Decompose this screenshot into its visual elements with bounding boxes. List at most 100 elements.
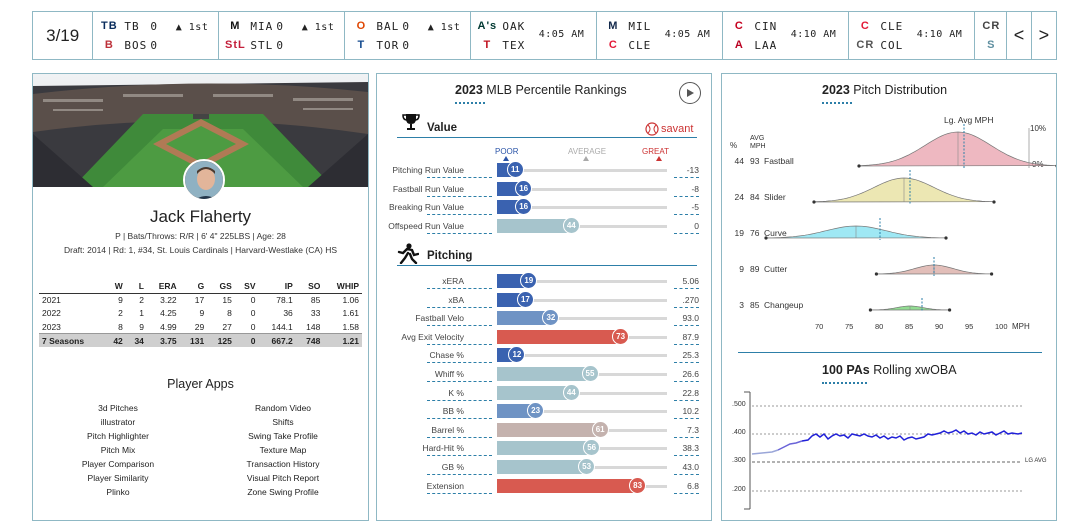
- metric-value: -5: [691, 202, 699, 213]
- away-team-row: TB TB 0: [101, 17, 218, 36]
- percentile-value: 23: [531, 406, 541, 416]
- game-3[interactable]: O BAL 0 T TOR 0 ▲ 1st: [345, 12, 472, 59]
- app-link[interactable]: Visual Pitch Report: [246, 473, 320, 483]
- team-logo-icon: B: [104, 39, 114, 51]
- game-2[interactable]: M MIA 0 StL STL 0 ▲ 1st: [219, 12, 346, 59]
- percentile-circle[interactable]: 19: [520, 272, 538, 289]
- apps-list-left: 3d Pitches illustrator Pitch Highlighter Pi…: [63, 401, 173, 499]
- game-8[interactable]: CR S: [975, 12, 1008, 59]
- percentile-value: 44: [566, 387, 576, 397]
- metric-value-underline: [674, 362, 699, 364]
- pitch-name[interactable]: Changeup: [764, 300, 804, 310]
- app-link[interactable]: Pitch Mix: [100, 445, 136, 455]
- stat-cell: 4.99: [160, 321, 177, 332]
- home-team-row: T TOR 0: [353, 36, 470, 55]
- home-team-row: CR COL: [856, 36, 974, 55]
- percentile-circle[interactable]: 17: [516, 290, 534, 308]
- team-logo-icon: A's: [477, 20, 498, 32]
- metric-label-underline: [427, 195, 492, 197]
- stat-cell: 2022: [42, 308, 61, 319]
- pitch-name[interactable]: Slider: [764, 192, 786, 202]
- game-7[interactable]: C CLE CR COL 4:10 AM: [849, 12, 976, 59]
- game-6[interactable]: C CIN A LAA 4:10 AM: [723, 12, 850, 59]
- team-score: 0: [150, 38, 158, 52]
- percentile-value: 32: [546, 313, 556, 323]
- away-team-row: CR: [982, 17, 1006, 36]
- metric-label-underline: [427, 362, 492, 364]
- app-link[interactable]: Zone Swing Profile: [247, 487, 319, 497]
- percentile-circle[interactable]: 56: [583, 439, 601, 457]
- app-link[interactable]: Transaction History: [246, 459, 320, 469]
- app-link[interactable]: illustrator: [100, 417, 136, 427]
- app-link[interactable]: Pitch Highlighter: [87, 431, 149, 441]
- percentile-circle[interactable]: 83: [629, 476, 647, 494]
- scoreboard-date[interactable]: 3/19: [33, 12, 94, 59]
- percentile-value: 83: [633, 480, 643, 490]
- team-score: 0: [402, 19, 410, 33]
- team-logo-icon: C: [734, 20, 744, 32]
- percentile-value: 56: [587, 443, 597, 453]
- percentile-circle[interactable]: 61: [591, 420, 609, 438]
- x-tick: 90: [935, 322, 944, 331]
- metric-label: Chase %: [429, 350, 465, 361]
- stat-cell: 0: [234, 333, 259, 347]
- percentile-circle[interactable]: 23: [527, 402, 545, 420]
- percentile-circle[interactable]: 73: [612, 327, 630, 345]
- percentile-circle[interactable]: 12: [508, 346, 526, 364]
- game-4[interactable]: A's OAK T TEX 4:05 AM: [471, 12, 598, 59]
- metric-value: .270: [682, 294, 699, 305]
- percentile-circle[interactable]: 44: [562, 383, 580, 401]
- play-button[interactable]: [679, 82, 701, 104]
- scoreboard-next-button[interactable]: >: [1038, 25, 1050, 45]
- pitch-name[interactable]: Cutter: [764, 264, 788, 274]
- y-tick-200: .200: [732, 486, 746, 493]
- stat-cell: 144.1: [271, 321, 293, 332]
- pitch-name[interactable]: Curve: [764, 228, 787, 238]
- game-5[interactable]: M MIL C CLE 4:05 AM: [597, 12, 724, 59]
- game-status: ▲ 1st: [301, 22, 335, 33]
- percentile-value: 17: [520, 294, 530, 304]
- metric-value: 38.3: [682, 443, 699, 454]
- metric-value-underline: [674, 306, 699, 308]
- stat-cell: 85: [310, 295, 321, 305]
- x-tick: 95: [965, 322, 974, 331]
- percentile-circle[interactable]: 44: [562, 216, 580, 234]
- metric-value: -8: [691, 183, 699, 194]
- percentile-circle[interactable]: 55: [581, 365, 599, 382]
- metric-label: Barrel %: [431, 424, 464, 435]
- xwoba-title-num: 100 PAs: [822, 363, 870, 377]
- stat-cell: 1.61: [342, 308, 359, 319]
- app-link[interactable]: Shifts: [272, 417, 294, 427]
- percentile-circle[interactable]: 16: [515, 198, 533, 216]
- app-link[interactable]: Player Similarity: [87, 473, 149, 483]
- team-logo-icon: A: [734, 39, 744, 51]
- stat-cell: 15: [222, 295, 232, 305]
- metric-value-underline: [674, 492, 699, 494]
- min-dot: [764, 236, 768, 240]
- percentile-circle[interactable]: 11: [506, 161, 524, 178]
- team-abbr: TB: [124, 19, 140, 33]
- app-link[interactable]: Random Video: [254, 403, 312, 413]
- away-team-row: O BAL 0: [353, 17, 470, 36]
- percentile-circle[interactable]: 32: [542, 309, 560, 327]
- stat-cell: 0: [250, 308, 256, 319]
- stat-header: GS: [207, 279, 235, 294]
- pitcher-icon: [397, 243, 419, 264]
- percentile-circle[interactable]: 53: [578, 458, 596, 475]
- app-link[interactable]: 3d Pitches: [98, 403, 138, 413]
- metric-value-underline: [674, 288, 699, 289]
- metric-value-underline: [674, 381, 699, 382]
- metric-label-underline: [427, 436, 492, 438]
- app-link[interactable]: Texture Map: [259, 445, 307, 455]
- pitch-name[interactable]: Fastball: [764, 156, 794, 166]
- scoreboard-prev-button[interactable]: <: [1007, 12, 1032, 59]
- app-link[interactable]: Swing Take Profile: [248, 431, 318, 441]
- team-logo-icon: O: [356, 20, 367, 32]
- game-1[interactable]: TB TB 0 B BOS 0 ▲ 1st: [93, 12, 220, 59]
- app-link[interactable]: Player Comparison: [81, 459, 155, 469]
- home-team-row: C CLE: [605, 36, 722, 55]
- xwoba-title: 100 PAs Rolling xwOBA: [822, 363, 957, 377]
- percentile-circle[interactable]: 16: [515, 179, 533, 197]
- stat-cell: 2: [118, 308, 123, 319]
- app-link[interactable]: Plinko: [106, 487, 130, 497]
